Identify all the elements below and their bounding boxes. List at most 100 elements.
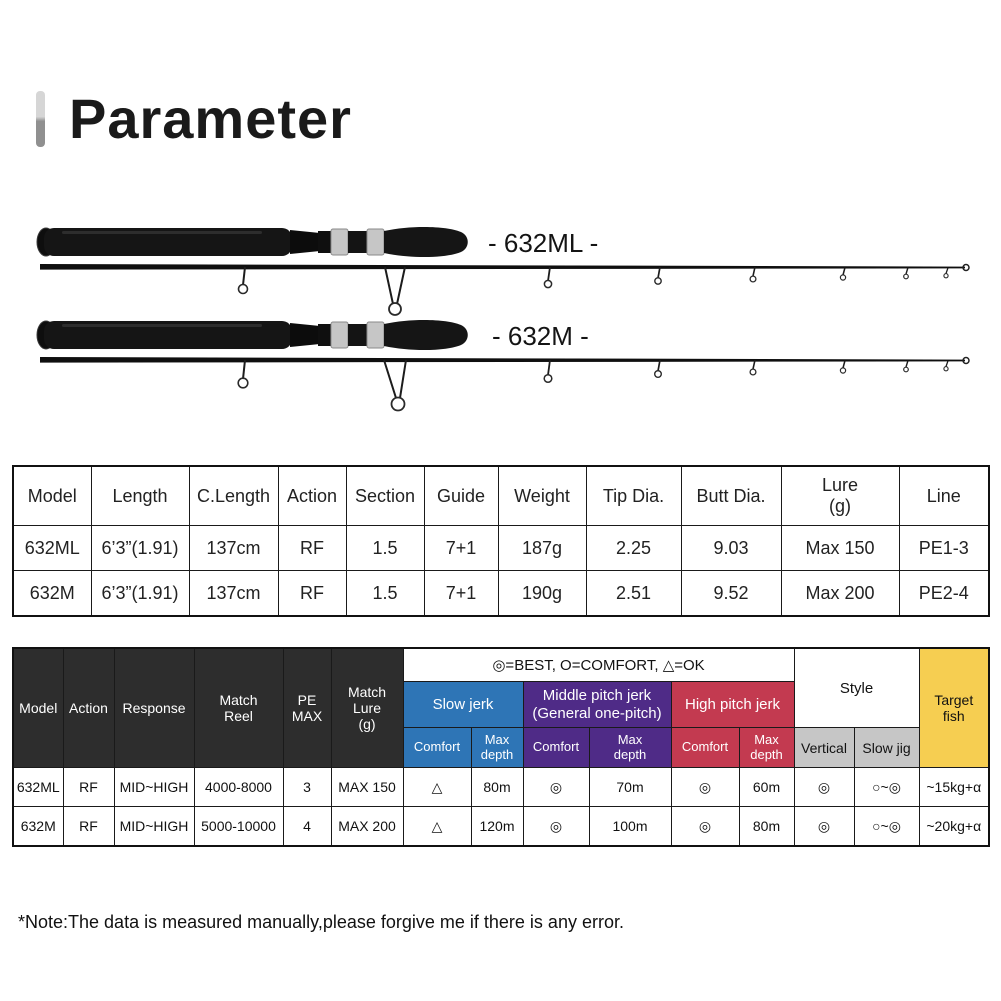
jerk-header-match-reel: Match Reel — [193, 647, 284, 768]
jerk-cell: ◎ — [670, 767, 740, 807]
jerk-cell: ◎ — [793, 806, 855, 847]
spec-cell: PE1-3 — [898, 525, 990, 571]
jerk-cell: RF — [62, 767, 115, 807]
spec-cell: 1.5 — [345, 525, 425, 571]
spec-header-line: Line — [898, 465, 990, 526]
jerk-header-response: Response — [113, 647, 195, 768]
spec-header-weight: Weight — [497, 465, 587, 526]
spec-cell: RF — [277, 570, 347, 617]
spec-cell: 137cm — [188, 525, 279, 571]
style-sub-slow-jig: Slow jig — [853, 727, 920, 768]
jerk-cell: 100m — [588, 806, 672, 847]
spec-header-clength: C.Length — [188, 465, 279, 526]
jerk-cell: 70m — [588, 767, 672, 807]
spec-header-action: Action — [277, 465, 347, 526]
spec-cell: 2.51 — [585, 570, 682, 617]
spec-cell: 9.03 — [680, 525, 782, 571]
group-high-pitch-jerk: High pitch jerk — [670, 681, 795, 728]
spec-row-632m: 632M 6’3”(1.91) 137cm RF 1.5 7+1 190g 2.… — [12, 570, 990, 617]
jerk-group-row: Slow jerk Middle pitch jerk (General one… — [13, 681, 989, 728]
rod-illustrations — [36, 226, 970, 412]
jerk-cell: MID~HIGH — [113, 806, 195, 847]
group-middle-pitch-jerk: Middle pitch jerk (General one-pitch) — [522, 681, 672, 728]
jerk-cell: RF — [62, 806, 115, 847]
spec-cell: RF — [277, 525, 347, 571]
spec-header-length: Length — [90, 465, 190, 526]
style-sub-vertical: Vertical — [793, 727, 855, 768]
spec-header-row: Model Length C.Length Action Section Gui… — [12, 465, 990, 526]
spec-cell: 7+1 — [423, 525, 499, 571]
spec-header-tip-dia: Tip Dia. — [585, 465, 682, 526]
jerk-cell: MAX 200 — [330, 806, 404, 847]
symbol-legend: ◎=BEST, O=COMFORT, △=OK — [402, 647, 795, 682]
jerk-row-632m: 632M RF MID~HIGH 5000-10000 4 MAX 200 △ … — [12, 806, 990, 847]
sub-middle-max-depth: Max depth — [588, 727, 672, 768]
jerk-cell: 5000-10000 — [193, 806, 284, 847]
spec-cell: 9.52 — [680, 570, 782, 617]
page-header: Parameter — [36, 86, 352, 151]
spec-cell: 6’3”(1.91) — [90, 525, 190, 571]
rod-illustration-632m — [36, 319, 970, 412]
jerk-cell: ○~◎ — [853, 767, 920, 807]
spec-header-section: Section — [345, 465, 425, 526]
jerk-cell: ◎ — [522, 767, 590, 807]
jerk-cell: 80m — [470, 767, 524, 807]
spec-cell: 137cm — [188, 570, 279, 617]
jerk-cell: △ — [402, 767, 472, 807]
sub-high-comfort: Comfort — [670, 727, 740, 768]
jerk-cell: MID~HIGH — [113, 767, 195, 807]
jerk-header-action: Action — [62, 647, 115, 768]
rod-illustration-632ml — [36, 226, 970, 316]
group-slow-jerk: Slow jerk — [402, 681, 524, 728]
jerk-header-match-lure: Match Lure (g) — [330, 647, 404, 768]
spec-header-model: Model — [12, 465, 92, 526]
spec-cell: 190g — [497, 570, 587, 617]
jerk-cell: ◎ — [670, 806, 740, 847]
spec-cell: 2.25 — [585, 525, 682, 571]
sub-high-max-depth: Max depth — [738, 727, 795, 768]
jerk-cell: 60m — [738, 767, 795, 807]
rod-label-632m: - 632M - — [492, 321, 589, 351]
sub-middle-comfort: Comfort — [522, 727, 590, 768]
jerk-sub-row: Comfort Max depth Comfort Max depth Comf… — [13, 727, 989, 768]
jerk-cell: ○~◎ — [853, 806, 920, 847]
spec-cell: 187g — [497, 525, 587, 571]
note-text: *Note:The data is measured manually,plea… — [18, 912, 624, 932]
jerk-cell: ~15kg+α — [918, 767, 990, 807]
style-header: Style — [793, 647, 920, 728]
page-title: Parameter — [69, 87, 352, 150]
jerk-cell: 3 — [282, 767, 332, 807]
jerk-cell: 80m — [738, 806, 795, 847]
jerk-cell: 120m — [470, 806, 524, 847]
target-fish-header: Target fish — [918, 647, 990, 768]
spec-cell: 7+1 — [423, 570, 499, 617]
jerk-row-632ml: 632ML RF MID~HIGH 4000-8000 3 MAX 150 △ … — [12, 767, 990, 807]
spec-cell: PE2-4 — [898, 570, 990, 617]
jerk-cell: MAX 150 — [330, 767, 404, 807]
jerk-cell: ◎ — [793, 767, 855, 807]
spec-cell: 632M — [12, 570, 92, 617]
spec-cell: Max 200 — [780, 570, 900, 617]
technique-table: Model Action Response Match Reel PE MAX … — [12, 647, 991, 847]
legend-row: Model Action Response Match Reel PE MAX … — [12, 647, 990, 768]
spec-header-guide: Guide — [423, 465, 499, 526]
title-accent-bar — [36, 90, 45, 147]
jerk-cell: ◎ — [522, 806, 590, 847]
sub-slow-comfort: Comfort — [402, 727, 472, 768]
rod-label-632ml: - 632ML - — [488, 228, 599, 258]
spec-header-butt-dia: Butt Dia. — [680, 465, 782, 526]
spec-row-632ml: 632ML 6’3”(1.91) 137cm RF 1.5 7+1 187g 2… — [12, 525, 990, 571]
jerk-header-model: Model — [12, 647, 64, 768]
sub-slow-max-depth: Max depth — [470, 727, 524, 768]
spec-cell: 6’3”(1.91) — [90, 570, 190, 617]
jerk-cell: 4 — [282, 806, 332, 847]
spec-header-lure: Lure (g) — [780, 465, 900, 526]
jerk-cell: 632M — [12, 806, 64, 847]
spec-table: Model Length C.Length Action Section Gui… — [12, 465, 990, 617]
jerk-cell: 4000-8000 — [193, 767, 284, 807]
jerk-header-pe-max: PE MAX — [282, 647, 332, 768]
spec-cell: 1.5 — [345, 570, 425, 617]
jerk-cell: △ — [402, 806, 472, 847]
jerk-cell: 632ML — [12, 767, 64, 807]
